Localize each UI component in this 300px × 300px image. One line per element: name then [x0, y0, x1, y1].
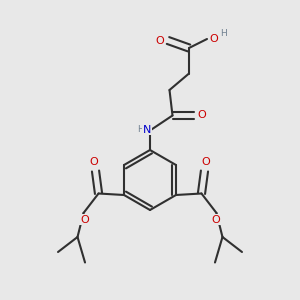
Text: O: O: [80, 214, 89, 225]
Text: O: O: [155, 35, 164, 46]
Text: O: O: [197, 110, 206, 121]
Text: N: N: [143, 124, 151, 135]
Text: O: O: [209, 34, 218, 44]
Text: H: H: [137, 125, 144, 134]
Text: O: O: [90, 157, 98, 167]
Text: H: H: [220, 29, 227, 38]
Text: O: O: [202, 157, 210, 167]
Text: O: O: [211, 214, 220, 225]
